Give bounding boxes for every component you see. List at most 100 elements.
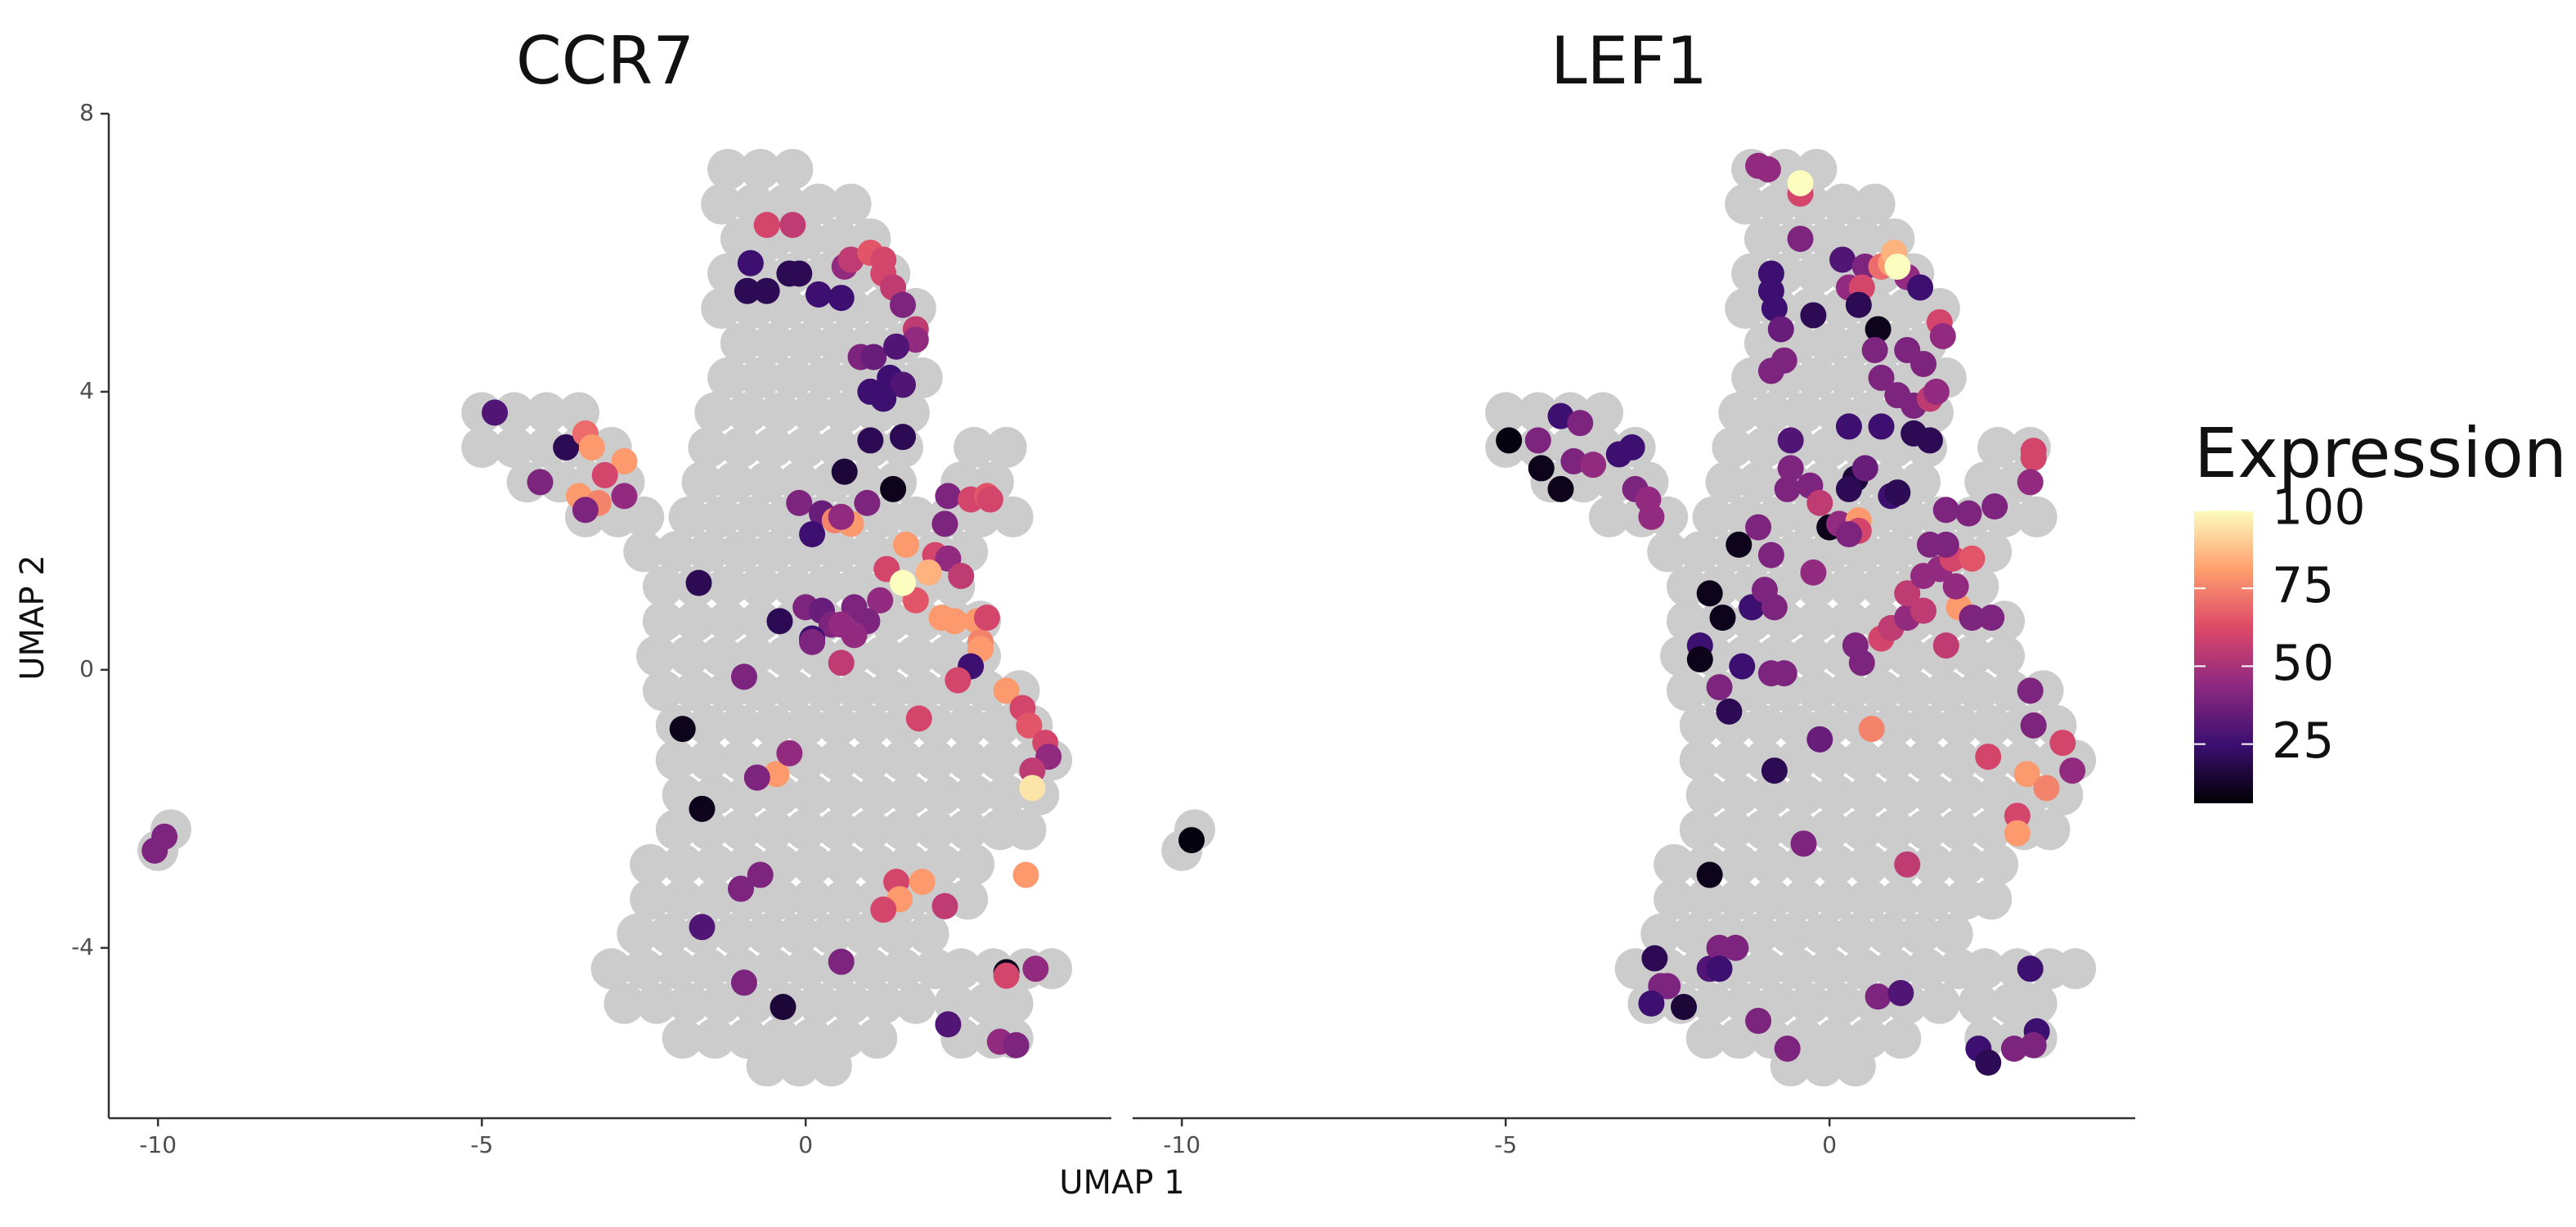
- background-point: [850, 809, 891, 851]
- background-point: [850, 704, 891, 746]
- background-point: [2029, 809, 2071, 851]
- background-point: [1712, 426, 1753, 468]
- background-point: [869, 670, 911, 712]
- background-point: [1828, 600, 1869, 642]
- background-point: [746, 1045, 788, 1087]
- y-tick-label: -4: [71, 933, 94, 960]
- background-point: [1834, 913, 1876, 955]
- point: [1800, 559, 1827, 586]
- background-point: [1692, 496, 1734, 537]
- point: [1567, 410, 1594, 437]
- background-point: [1679, 809, 1721, 851]
- point: [1722, 934, 1749, 961]
- point: [892, 531, 919, 558]
- background-point: [1964, 461, 2006, 503]
- point: [948, 563, 975, 590]
- background-point: [493, 392, 535, 434]
- background-point: [733, 496, 774, 537]
- background-point: [1938, 809, 1980, 851]
- background-point: [746, 913, 788, 955]
- background-point: [817, 531, 859, 573]
- point: [1800, 302, 1827, 329]
- point: [889, 371, 916, 398]
- background-point: [630, 843, 671, 885]
- background-point: [954, 426, 995, 468]
- background-point: [655, 531, 697, 573]
- background-point: [1874, 704, 1915, 746]
- point: [1638, 503, 1665, 530]
- background-point: [979, 739, 1021, 781]
- background-point: [675, 670, 716, 712]
- background-point: [752, 426, 794, 468]
- background-point: [1654, 843, 1695, 885]
- background-point: [662, 843, 703, 885]
- background-point: [688, 531, 729, 573]
- point: [689, 795, 716, 822]
- background-point: [1809, 426, 1851, 468]
- point: [1580, 452, 1607, 479]
- point: [1777, 427, 1804, 454]
- background-point: [1977, 426, 2019, 468]
- background-point: [1815, 843, 1857, 885]
- point: [1975, 1049, 2002, 1076]
- background-point: [895, 496, 936, 537]
- background-point: [648, 913, 690, 955]
- point: [1932, 531, 1959, 558]
- background-point: [662, 879, 703, 920]
- point: [776, 739, 803, 766]
- x-tick-label: -5: [1494, 1131, 1517, 1158]
- background-point: [707, 565, 749, 607]
- point: [973, 605, 1000, 631]
- background-point: [1905, 739, 1947, 781]
- background-point: [785, 809, 827, 851]
- background-point: [779, 1045, 820, 1087]
- point: [527, 469, 554, 496]
- background-point: [985, 426, 1027, 468]
- point: [2020, 1031, 2047, 1058]
- point: [727, 875, 754, 902]
- background-point: [1912, 843, 1954, 885]
- background-point: [675, 600, 716, 642]
- background-point: [947, 809, 989, 851]
- background-point: [1744, 426, 1785, 468]
- background-point: [662, 1018, 703, 1059]
- point: [976, 486, 1003, 513]
- point: [1774, 1036, 1801, 1063]
- background-point: [1750, 843, 1792, 885]
- background-point: [759, 879, 801, 920]
- point: [1016, 712, 1043, 739]
- point: [1787, 225, 1814, 252]
- background-point: [1847, 774, 1889, 816]
- background-point: [1984, 635, 2026, 676]
- point: [2017, 955, 2044, 982]
- point: [935, 1011, 962, 1038]
- background-point: [739, 600, 781, 642]
- background-point: [1750, 392, 1792, 434]
- point: [1761, 294, 1788, 321]
- point: [730, 663, 757, 690]
- point: [1894, 851, 1921, 878]
- point: [2000, 1036, 2027, 1063]
- background-point: [655, 948, 697, 990]
- background-point: [1666, 600, 1708, 642]
- point: [1835, 521, 1862, 548]
- point: [880, 475, 907, 502]
- background-point: [1841, 739, 1883, 781]
- background-point: [830, 183, 872, 225]
- point: [1884, 479, 1911, 506]
- background-point: [1815, 879, 1857, 920]
- point: [1547, 475, 1574, 502]
- background-point: [901, 670, 943, 712]
- point: [1851, 455, 1878, 482]
- background-point: [804, 565, 846, 607]
- background-point: [1718, 843, 1760, 885]
- point: [1754, 155, 1781, 182]
- background-point: [752, 322, 794, 364]
- point: [1894, 580, 1921, 607]
- background-point: [688, 704, 729, 746]
- background-point: [752, 531, 794, 573]
- background-point: [882, 948, 923, 990]
- point: [828, 285, 855, 312]
- point: [1641, 945, 1668, 972]
- point: [689, 914, 716, 941]
